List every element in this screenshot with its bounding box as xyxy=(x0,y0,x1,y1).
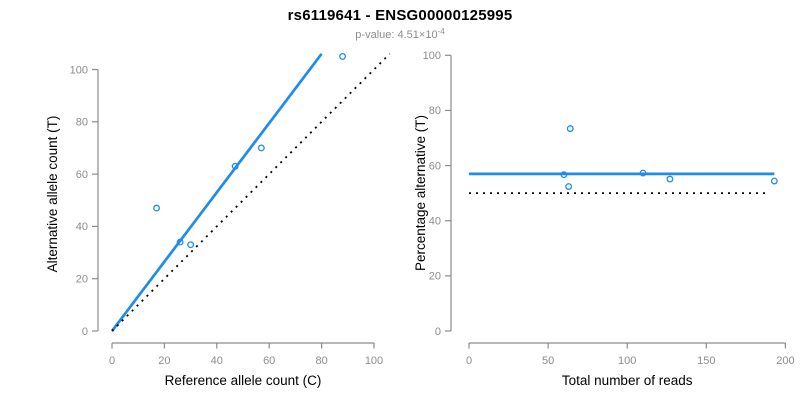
x-tick-label: 100 xyxy=(618,355,636,367)
y-tick-label: 100 xyxy=(70,64,88,76)
y-tick-label: 40 xyxy=(429,216,441,228)
y-tick-label: 100 xyxy=(423,50,441,62)
y-tick-label: 40 xyxy=(76,221,88,233)
data-point xyxy=(566,125,574,133)
data-point xyxy=(770,177,778,185)
fit-line xyxy=(110,52,323,332)
x-axis-title: Reference allele count (C) xyxy=(165,373,322,388)
data-point xyxy=(339,52,347,60)
percentage-vs-reads-scatter: 0 20 40 60 80 100 0 50 100 150 200 Total number of … xyxy=(413,50,795,388)
data-point xyxy=(639,169,647,177)
y-tick-label: 80 xyxy=(76,117,88,129)
x-tick-label: 0 xyxy=(109,355,115,367)
x-tick-label: 20 xyxy=(158,355,170,367)
pvalue-subtitle: p-value: 4.51×10-4 xyxy=(0,27,800,41)
data-point xyxy=(187,241,195,249)
pvalue-exponent: -4 xyxy=(437,27,445,36)
x-tick-label: 80 xyxy=(315,355,327,367)
y-tick-label: 60 xyxy=(76,169,88,181)
x-axis-title: Total number of reads xyxy=(562,373,693,388)
y-tick-label: 20 xyxy=(429,271,441,283)
x-tick-label: 150 xyxy=(697,355,715,367)
x-tick-label: 100 xyxy=(365,355,383,367)
x-tick-label: 40 xyxy=(211,355,223,367)
allele-count-scatter: 0 20 40 60 80 100 0 20 40 60 80 100 Reference allele… xyxy=(45,52,391,388)
page-title: rs6119641 - ENSG00000125995 xyxy=(287,7,513,24)
data-point xyxy=(153,204,160,212)
data-point xyxy=(565,183,573,190)
y-tick-label: 0 xyxy=(82,326,88,338)
data-point xyxy=(257,144,265,152)
data-point xyxy=(231,162,239,170)
y-tick-label: 0 xyxy=(435,326,441,338)
y-tick-label: 80 xyxy=(429,105,441,117)
y-tick-label: 60 xyxy=(429,160,441,172)
x-tick-label: 50 xyxy=(542,355,554,367)
pvalue-text: p-value: 4.51×10 xyxy=(355,29,438,41)
data-point xyxy=(666,175,674,183)
y-axis-title: Percentage alternative (T) xyxy=(413,115,428,271)
identity-line xyxy=(111,53,391,332)
y-axis-title: Alternative allele count (T) xyxy=(45,116,60,273)
data-point xyxy=(560,171,568,179)
x-tick-label: 200 xyxy=(776,355,794,367)
y-tick-label: 20 xyxy=(76,274,88,286)
x-tick-label: 60 xyxy=(263,355,275,367)
data-point xyxy=(176,238,184,246)
x-tick-label: 0 xyxy=(466,355,472,367)
